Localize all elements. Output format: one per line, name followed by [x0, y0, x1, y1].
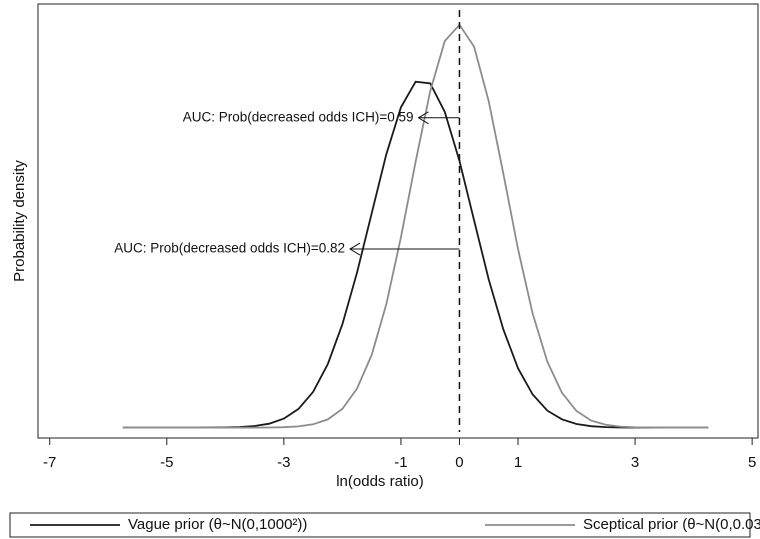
legend-box: [9, 512, 751, 538]
arrow-head: [349, 242, 361, 256]
x-tick-label: 3: [631, 454, 639, 471]
legend-label: Sceptical prior (θ~N(0,0.03)): [583, 516, 760, 533]
plot-frame: [37, 3, 759, 439]
x-tick-label: -1: [394, 454, 407, 471]
x-axis-label: ln(odds ratio): [336, 473, 424, 490]
annotation-text: AUC: Prob(decreased odds ICH)=0.82: [114, 241, 345, 256]
x-tick-label: -3: [277, 454, 290, 471]
x-tick-label: -5: [160, 454, 173, 471]
annotation-text: AUC: Prob(decreased odds ICH)=0.59: [183, 109, 414, 124]
density-curve: [122, 23, 709, 429]
x-tick-label: -7: [43, 454, 56, 471]
x-tick-label: 1: [514, 454, 522, 471]
x-tick-label: 5: [748, 454, 756, 471]
arrow-head: [417, 111, 429, 125]
y-axis-label: Probability density: [11, 160, 28, 282]
x-tick-label: 0: [455, 454, 463, 471]
legend-label: Vague prior (θ~N(0,1000²)): [128, 516, 307, 533]
